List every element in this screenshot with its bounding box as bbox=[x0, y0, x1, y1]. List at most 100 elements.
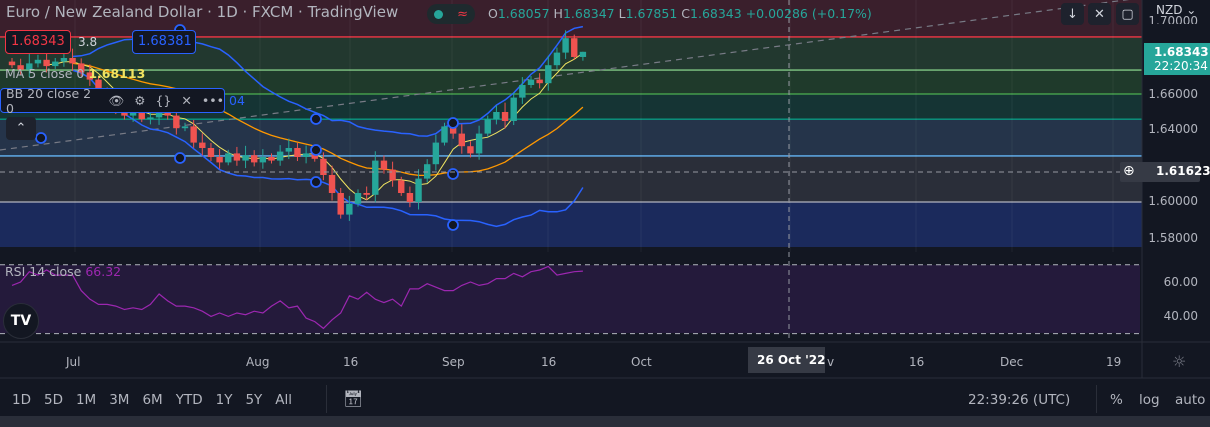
bb-basis-line bbox=[72, 62, 584, 177]
range-1y[interactable]: 1Y bbox=[215, 392, 233, 408]
range-6m[interactable]: 6M bbox=[142, 392, 163, 408]
trend-line[interactable] bbox=[0, 0, 1140, 151]
candle bbox=[536, 73, 543, 89]
add-alert-icon[interactable]: ⊕ bbox=[1123, 163, 1135, 179]
candle-body bbox=[363, 193, 370, 195]
candle bbox=[302, 145, 310, 164]
rsi-band bbox=[0, 265, 1140, 333]
bb-lower-line bbox=[72, 69, 584, 228]
go-to-date-icon[interactable]: 📅︎ bbox=[343, 389, 364, 408]
drawing-anchor-handle[interactable] bbox=[447, 117, 459, 129]
gear-icon[interactable]: ⚙ bbox=[134, 93, 146, 108]
range-1m[interactable]: 1M bbox=[75, 392, 97, 408]
fib-zone bbox=[0, 202, 1142, 247]
candle-body bbox=[199, 142, 206, 148]
source-code-icon[interactable]: {} bbox=[155, 93, 172, 108]
drawing-anchor-handle[interactable] bbox=[447, 168, 459, 180]
bb-legend[interactable]: BB 20 close 2 0 👁 ⚙ {} ✕ ••• bbox=[0, 85, 225, 116]
candle bbox=[398, 176, 405, 196]
ma-legend[interactable]: MA 5 close 0 1.68113 bbox=[5, 66, 146, 81]
crosshair-date-label: 26 Oct '22 bbox=[748, 347, 825, 373]
currency-select[interactable]: NZD ⌄ bbox=[1156, 3, 1197, 17]
candle-body bbox=[129, 112, 137, 116]
fib-zone bbox=[0, 70, 1142, 94]
range-all[interactable]: All bbox=[275, 392, 293, 408]
candle-body bbox=[17, 65, 24, 70]
candle-body bbox=[579, 51, 587, 57]
ohlc-readout: O1.68057 H1.68347 L1.67851 C1.68343 +0.0… bbox=[488, 6, 872, 21]
range-5d[interactable]: 5D bbox=[43, 392, 63, 408]
log-toggle[interactable]: log bbox=[1139, 392, 1160, 408]
candle-body bbox=[294, 148, 301, 157]
candle bbox=[458, 124, 465, 154]
candle-body bbox=[95, 79, 102, 94]
percent-toggle[interactable]: % bbox=[1110, 392, 1123, 408]
drawing-anchor-handle[interactable] bbox=[310, 113, 322, 125]
candle-body bbox=[484, 119, 491, 134]
tradingview-logo[interactable]: TV bbox=[3, 303, 39, 339]
close-icon[interactable]: ✕ bbox=[181, 93, 192, 108]
candle-body bbox=[536, 79, 543, 84]
candle-body bbox=[52, 61, 59, 67]
rsi-line bbox=[11, 265, 583, 330]
auto-toggle[interactable]: auto bbox=[1175, 392, 1206, 408]
candle bbox=[527, 76, 535, 88]
time-label: Sep bbox=[442, 355, 465, 369]
candle-body bbox=[510, 97, 517, 121]
candle bbox=[380, 155, 388, 174]
price-label: 1.58000 bbox=[1148, 231, 1198, 245]
drawing-anchor-handle[interactable] bbox=[447, 219, 459, 231]
bb-label: BB 20 close 2 0 bbox=[6, 85, 92, 116]
candle bbox=[372, 151, 379, 203]
drawing-anchor-handle[interactable] bbox=[174, 152, 186, 164]
candle-body bbox=[242, 155, 249, 161]
candle bbox=[553, 47, 561, 70]
time-label: 16 bbox=[343, 355, 359, 369]
candle-body bbox=[389, 169, 396, 181]
market-status[interactable]: ≈ bbox=[427, 4, 475, 24]
candle-body bbox=[34, 59, 42, 64]
buy-button[interactable]: 1.68381 bbox=[132, 30, 196, 54]
clock[interactable]: 22:39:26 (UTC) bbox=[968, 392, 1071, 408]
rsi-legend[interactable]: RSI 14 close 66.32 bbox=[5, 264, 122, 279]
collapse-legend-button[interactable]: ⌃ bbox=[6, 117, 36, 140]
candle bbox=[34, 54, 42, 68]
candle-body bbox=[190, 126, 197, 143]
fullscreen-button[interactable]: ▢ bbox=[1116, 3, 1139, 25]
candle bbox=[147, 110, 154, 125]
candle-body bbox=[398, 180, 405, 193]
candle-body bbox=[493, 112, 500, 120]
candle bbox=[242, 145, 249, 169]
candle-body bbox=[86, 72, 94, 80]
eye-icon[interactable]: 👁 bbox=[108, 92, 125, 108]
more-icon[interactable]: ••• bbox=[201, 93, 224, 108]
chart-settings-icon[interactable]: ☼ bbox=[1172, 352, 1187, 371]
symbol-title[interactable]: Euro / New Zealand Dollar · 1D · FXCM · … bbox=[6, 3, 399, 21]
candle bbox=[69, 48, 76, 71]
candle bbox=[475, 125, 483, 160]
range-3m[interactable]: 3M bbox=[109, 392, 130, 408]
scroll-down-button[interactable]: ↓ bbox=[1061, 3, 1084, 25]
candle bbox=[294, 142, 301, 162]
range-ytd[interactable]: YTD bbox=[175, 392, 203, 408]
drawing-anchor-handle[interactable] bbox=[310, 176, 322, 188]
bar-countdown: 22:20:34 bbox=[1154, 59, 1208, 73]
price-label: 1.64000 bbox=[1148, 122, 1198, 136]
candle-body bbox=[406, 193, 414, 202]
candle-body bbox=[276, 151, 284, 161]
candle bbox=[43, 51, 50, 73]
candle-body bbox=[553, 52, 561, 66]
candle bbox=[8, 58, 16, 69]
range-5y[interactable]: 5Y bbox=[245, 392, 263, 408]
drawing-anchor-handle[interactable] bbox=[35, 132, 47, 144]
drawing-anchor-handle[interactable] bbox=[310, 144, 322, 156]
candle-body bbox=[225, 153, 232, 163]
open-value: 1.68057 bbox=[497, 6, 550, 21]
sell-button[interactable]: 1.68343 bbox=[5, 30, 71, 54]
candle bbox=[233, 146, 241, 166]
range-1d[interactable]: 1D bbox=[12, 392, 31, 408]
collapse-button[interactable]: ✕ bbox=[1088, 3, 1111, 25]
candle-body bbox=[519, 85, 526, 98]
candle-body bbox=[475, 133, 483, 154]
